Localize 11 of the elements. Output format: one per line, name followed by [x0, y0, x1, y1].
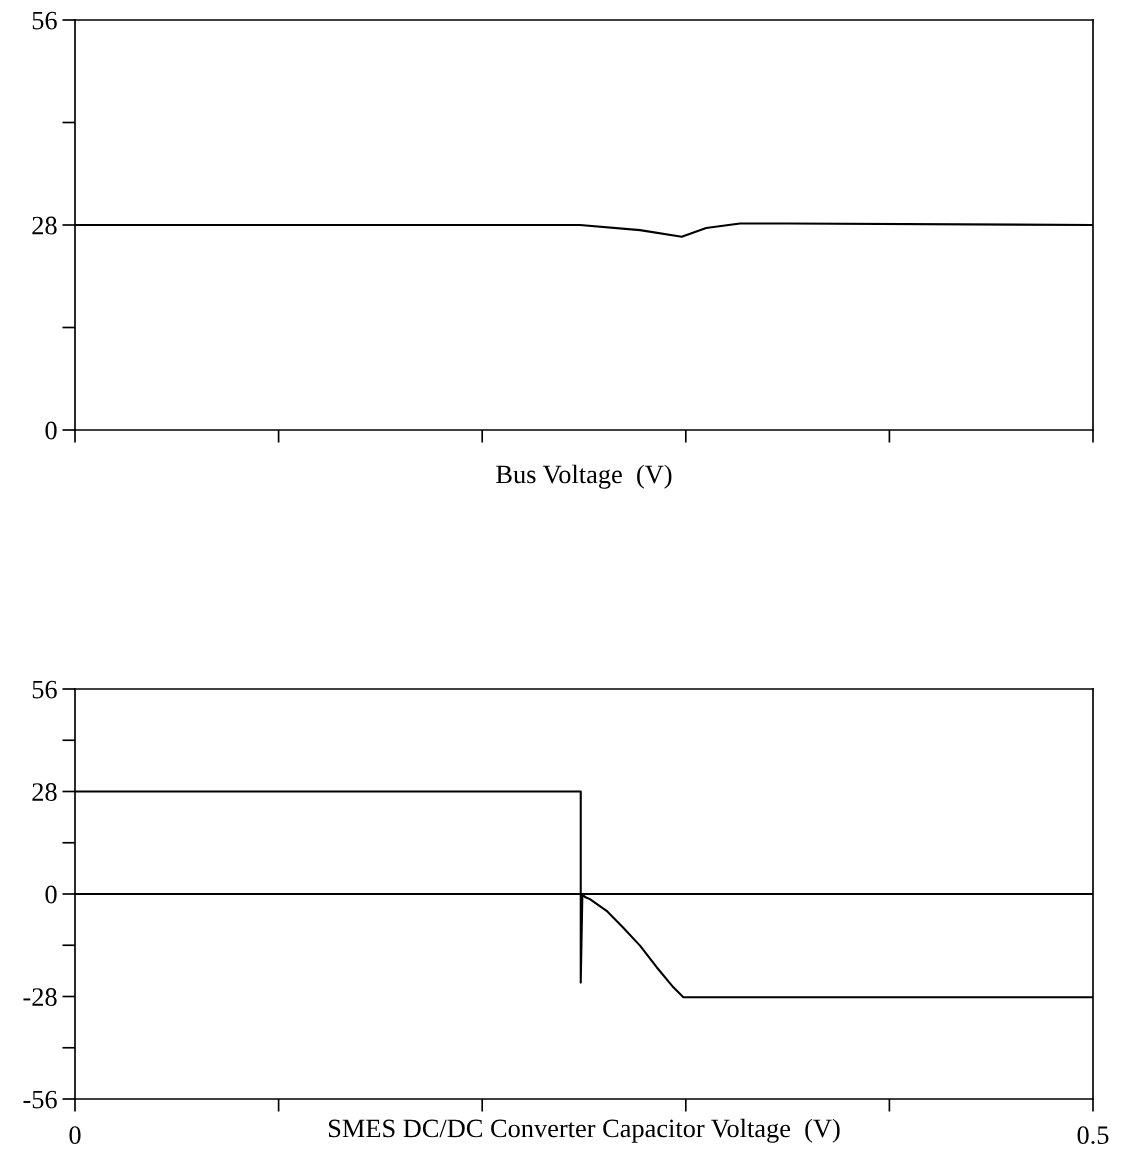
- x-axis-title: Bus Voltage (V): [496, 464, 672, 489]
- y-tick-label: 56: [32, 11, 57, 30]
- x-axis-title: SMES DC/DC Converter Capacitor Voltage (V): [328, 1118, 840, 1143]
- y-tick-label: 56: [32, 680, 57, 699]
- x-tick-label: 0.5: [1077, 1126, 1109, 1145]
- y-tick-label: -56: [23, 1090, 57, 1109]
- y-tick-label: 28: [32, 783, 57, 801]
- y-tick-label: 28: [32, 216, 57, 235]
- y-tick-label: 0: [45, 421, 57, 440]
- y-tick-label: -28: [23, 988, 57, 1006]
- y-tick-label: 0: [45, 885, 57, 904]
